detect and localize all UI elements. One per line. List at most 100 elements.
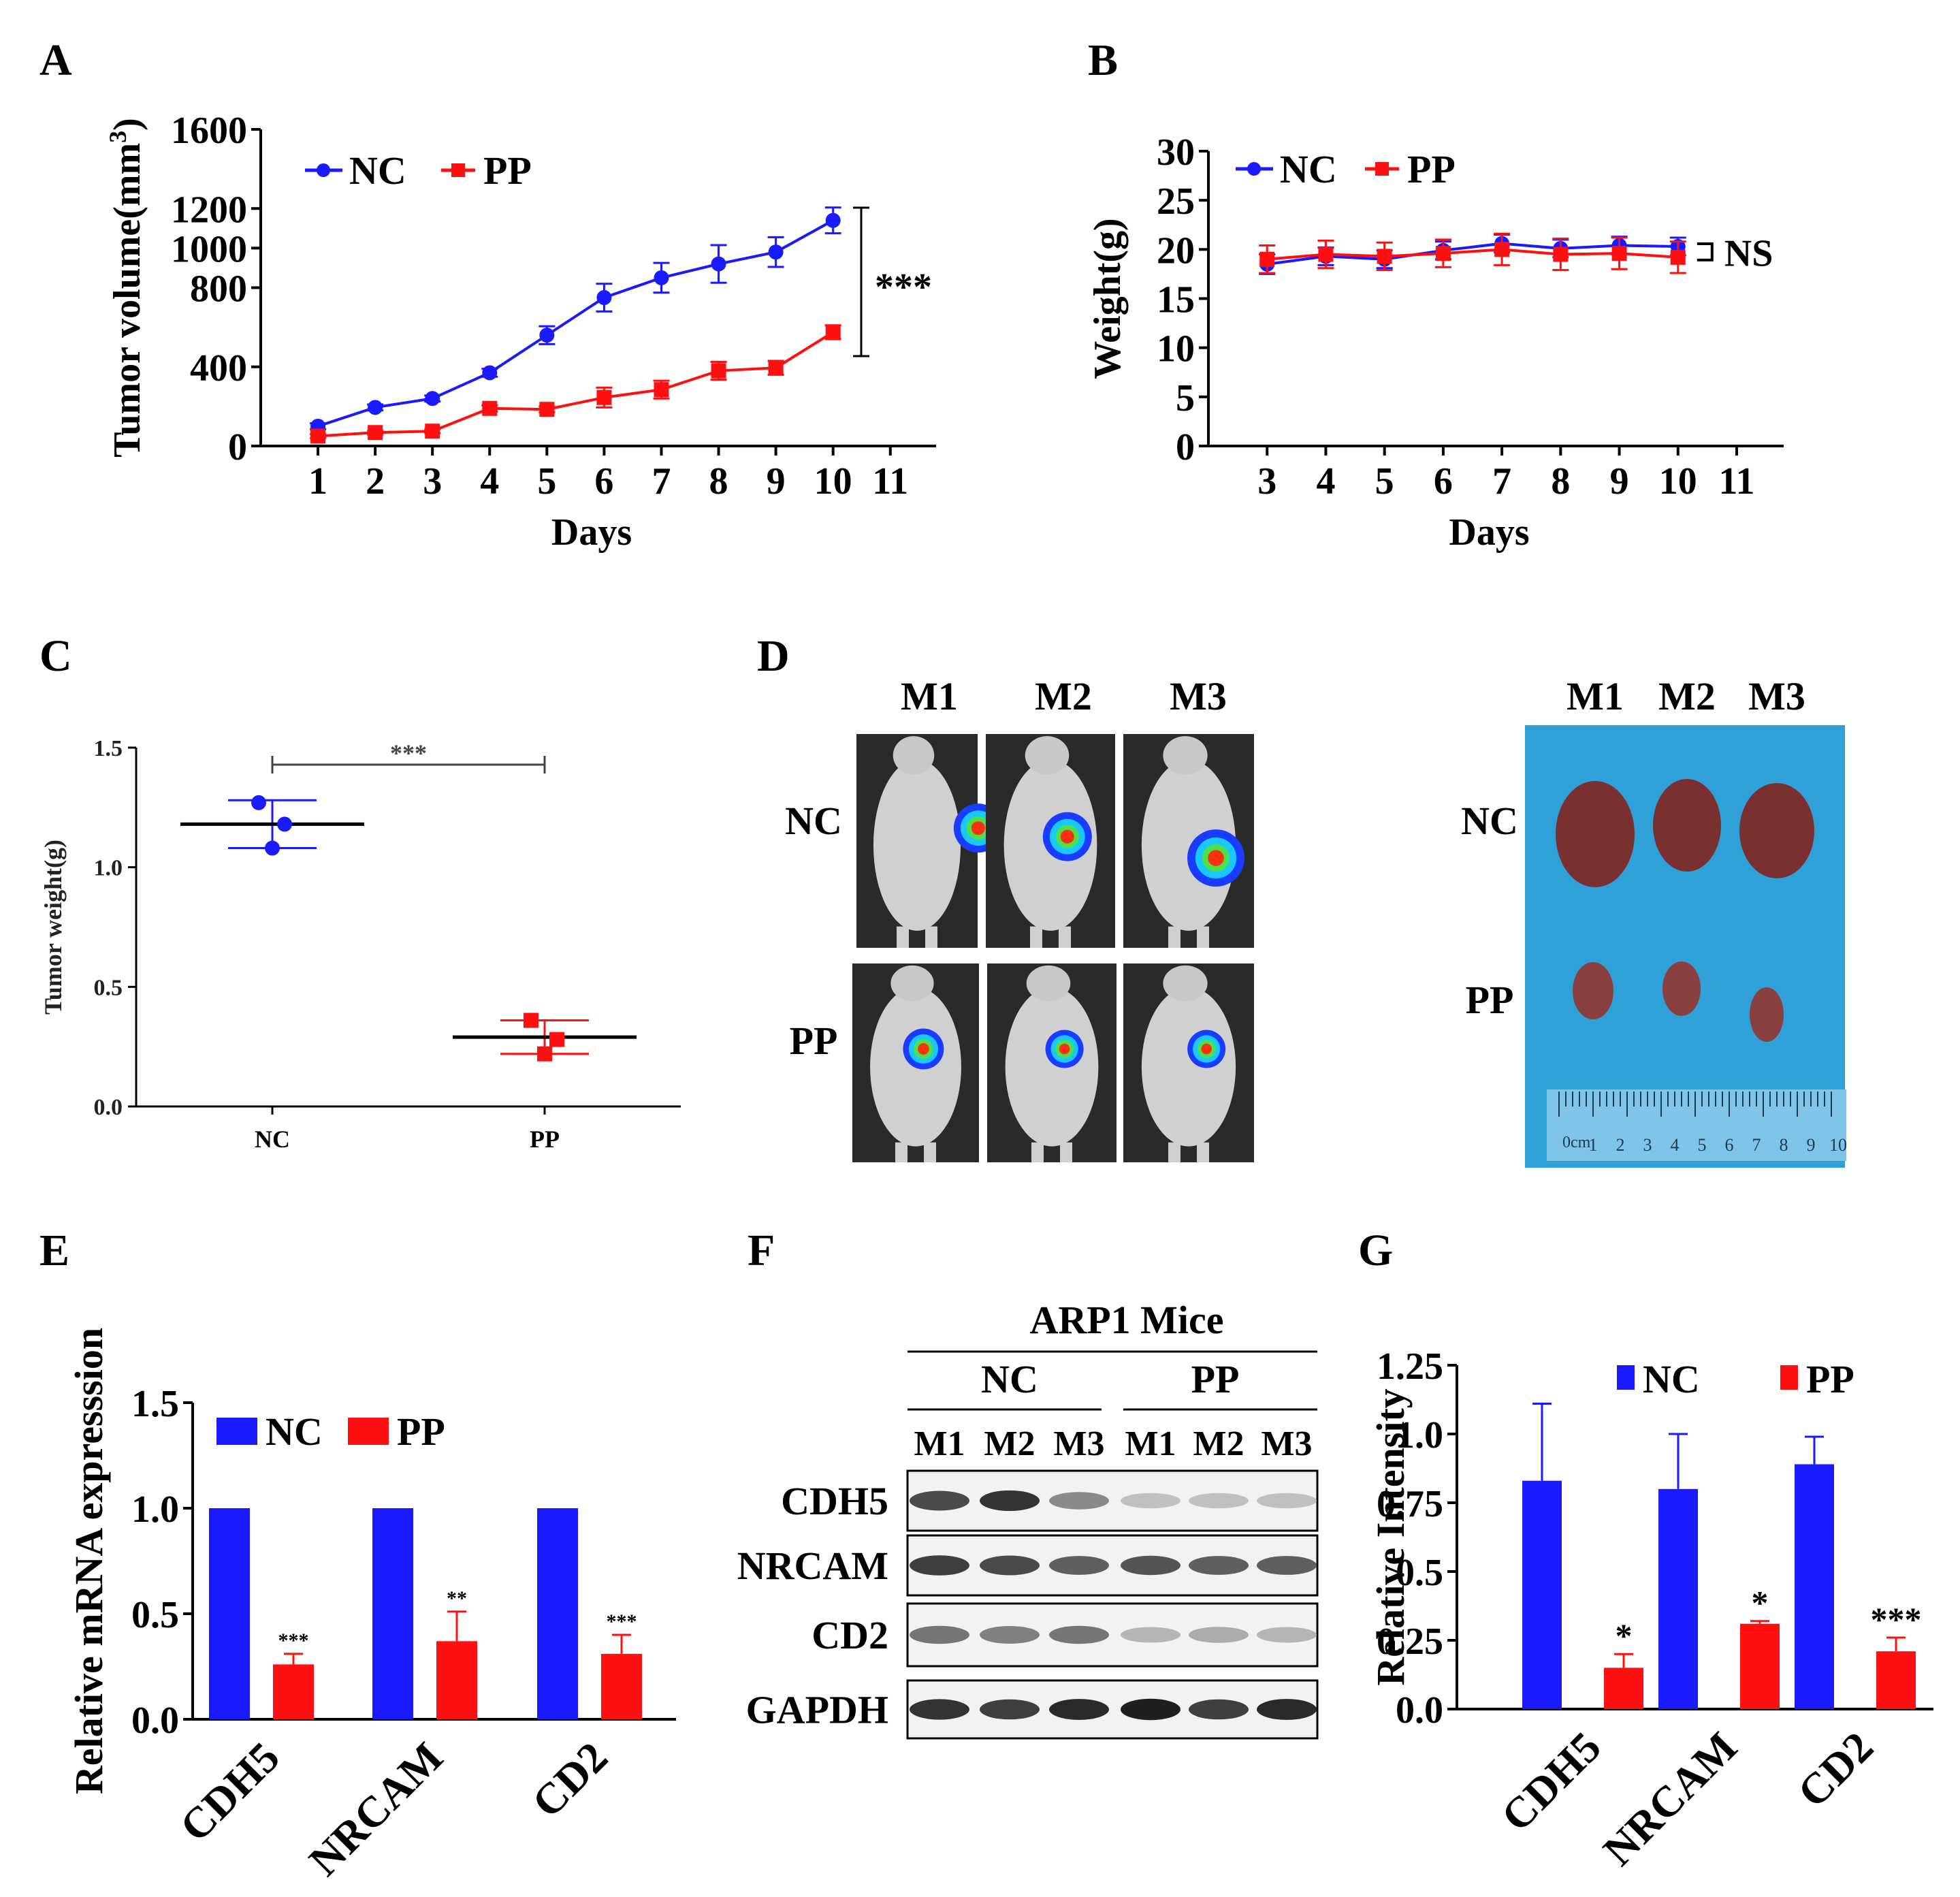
- panel-label-a: A: [39, 35, 72, 85]
- ruler-number: 7: [1752, 1135, 1761, 1155]
- x-tick-label: NC: [255, 1126, 290, 1153]
- group-label: NC: [981, 1357, 1038, 1401]
- protein-label: CD2: [812, 1613, 888, 1657]
- blot-band: [1257, 1493, 1317, 1509]
- data-point-nc: [539, 328, 555, 343]
- y-tick-label: 0.5: [131, 1594, 179, 1636]
- y-tick-label: 1000: [171, 228, 247, 270]
- ruler-number: 6: [1725, 1135, 1734, 1155]
- panel-label-c: C: [39, 631, 72, 681]
- y-tick-label: 0: [228, 426, 247, 468]
- category-label: NRCAM: [1594, 1723, 1746, 1875]
- y-tick-label: 5: [1176, 377, 1195, 419]
- excised-tumor-pp: [1573, 962, 1613, 1019]
- blot-band: [1257, 1556, 1317, 1575]
- legend-swatch-pp: [1780, 1365, 1798, 1390]
- mouse-leg: [1197, 926, 1209, 948]
- bar-nc: [372, 1508, 413, 1719]
- y-tick-label: 0.25: [1377, 1621, 1443, 1663]
- ruler-number: 3: [1643, 1135, 1652, 1155]
- series-line-nc: [317, 219, 834, 428]
- x-tick-label: 10: [1659, 460, 1697, 503]
- excised-tumor-nc: [1556, 781, 1635, 887]
- blot-band: [910, 1555, 969, 1576]
- lane-label: M3: [1053, 1424, 1104, 1463]
- group-label: PP: [1191, 1357, 1240, 1401]
- y-tick-label: 0.5: [94, 975, 123, 1000]
- category-label: CDH5: [1492, 1723, 1610, 1840]
- y-axis-title: Tumor volume(mm3): [104, 118, 148, 458]
- panel-label-b: B: [1088, 35, 1118, 85]
- data-point-pp: [596, 389, 612, 405]
- legend-label-nc: NC: [349, 148, 406, 193]
- bar-pp: [1604, 1668, 1643, 1709]
- column-label: M3: [1170, 674, 1227, 718]
- y-tick-label: 1.0: [94, 856, 123, 881]
- significance-label: ***: [1871, 1600, 1922, 1638]
- mouse-leg: [895, 1142, 907, 1162]
- y-tick-label: 0.0: [1396, 1689, 1443, 1732]
- x-tick-label: 8: [1551, 460, 1570, 503]
- x-tick-label: 2: [366, 460, 385, 503]
- lane-label: M3: [1261, 1424, 1312, 1463]
- data-point-nc: [277, 816, 292, 832]
- data-point-pp: [654, 382, 669, 398]
- bar-nc: [1795, 1464, 1834, 1709]
- mouse-head: [1025, 736, 1070, 775]
- data-point-pp: [1318, 246, 1334, 262]
- data-point-pp: [1611, 246, 1627, 261]
- ruler-number: 2: [1616, 1135, 1625, 1155]
- x-tick-label: 1: [308, 460, 327, 503]
- y-tick-label: 1.0: [131, 1488, 179, 1531]
- data-point-nc: [482, 365, 498, 381]
- legend-swatch-nc: [1617, 1365, 1635, 1390]
- x-tick-label: 4: [1316, 460, 1335, 503]
- blot-band: [980, 1626, 1040, 1644]
- bar-nc: [537, 1508, 578, 1719]
- y-tick-label: 1200: [171, 189, 247, 231]
- blot-band: [1189, 1699, 1249, 1720]
- excised-tumor-pp: [1662, 961, 1701, 1016]
- ruler: [1547, 1089, 1846, 1161]
- significance-label: *: [1752, 1584, 1769, 1622]
- y-tick-label: 0.5: [1396, 1552, 1443, 1594]
- y-tick-label: 0.0: [94, 1095, 123, 1120]
- data-point-pp: [1259, 251, 1275, 267]
- blot-band: [910, 1625, 969, 1644]
- mouse-head: [1026, 965, 1071, 1002]
- x-tick-label: 8: [709, 460, 728, 503]
- data-point-pp: [1435, 246, 1451, 261]
- data-point-pp: [1670, 249, 1686, 265]
- panel-label-f: F: [748, 1226, 775, 1275]
- mouse-leg: [1059, 926, 1071, 948]
- data-point-pp: [310, 428, 326, 444]
- mouse-leg: [924, 1142, 936, 1162]
- x-axis-title: Days: [551, 511, 632, 554]
- blot-band: [980, 1555, 1040, 1576]
- data-point-pp: [537, 1046, 552, 1062]
- bar-nc: [1522, 1480, 1562, 1709]
- y-tick-label: 1.5: [131, 1383, 179, 1425]
- y-tick-label: 0.75: [1377, 1483, 1443, 1525]
- data-point-pp: [768, 360, 784, 376]
- x-tick-label: PP: [530, 1126, 560, 1153]
- column-label: M2: [1035, 674, 1092, 718]
- blot-band: [1049, 1492, 1109, 1510]
- significance-label: NS: [1724, 233, 1773, 275]
- y-tick-label: 1.25: [1377, 1345, 1443, 1388]
- blot-band: [1049, 1556, 1109, 1575]
- data-point-pp: [425, 424, 440, 439]
- x-tick-label: 6: [1434, 460, 1453, 503]
- y-tick-label: 0: [1176, 426, 1195, 468]
- lane-label: M2: [984, 1424, 1035, 1463]
- lane-label: M1: [914, 1424, 965, 1463]
- legend-swatch-nc: [216, 1418, 257, 1445]
- panel-f-western-blot: ARP1 Mice NC PP M1 M2 M3 M1 M2 M3 CDH5 NRCAM CD2 GAP…: [737, 1298, 1319, 1740]
- data-point-pp: [1494, 242, 1510, 257]
- blot-band: [980, 1490, 1040, 1512]
- y-axis-title: Relative mRNA expresssion: [67, 1328, 111, 1794]
- data-point-nc: [596, 290, 612, 306]
